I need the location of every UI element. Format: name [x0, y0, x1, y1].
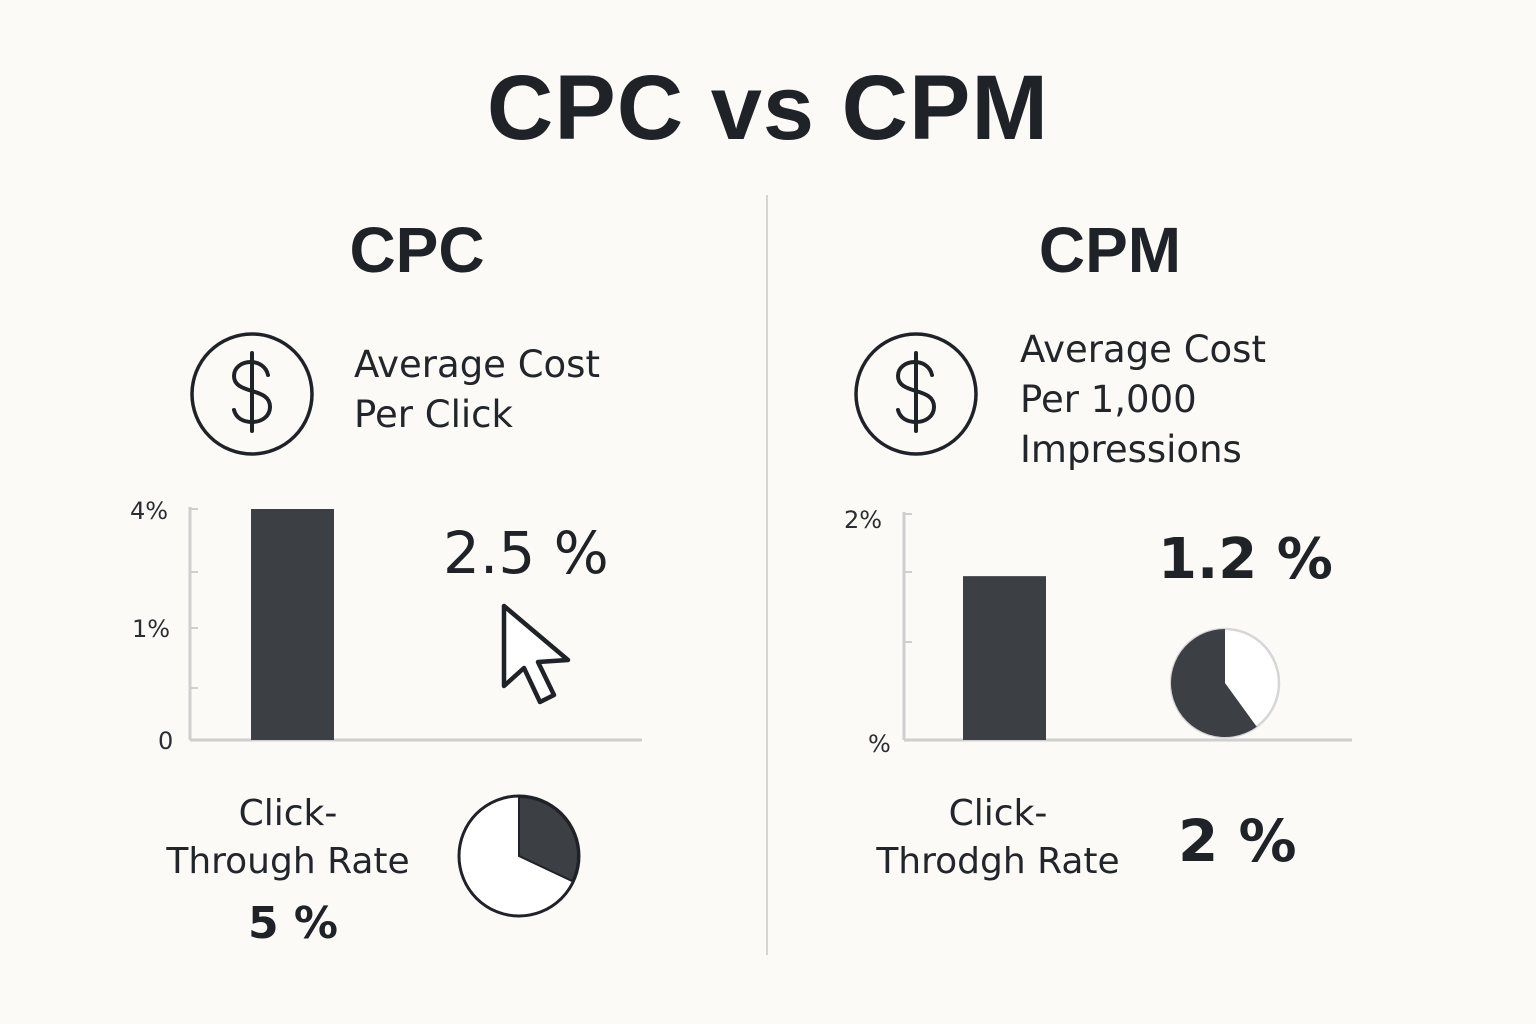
cpm-cost-label: Average Cost Per 1,000 Impressions: [1020, 325, 1360, 475]
cpc-ctr-label-line-1: Click-: [238, 793, 338, 834]
cpc-bar: [251, 509, 334, 740]
page-title: CPC vs CPM: [486, 57, 1050, 159]
cpc-pie-slice: [518, 795, 579, 883]
cpm-ctr-label-line-2: Throdgh Rate: [876, 841, 1120, 882]
cpc-ctr-label: Click- Through Rate: [158, 790, 418, 886]
dollar-circle-icon: [854, 332, 978, 456]
dollar-circle-icon: [190, 332, 314, 456]
cpm-value: 1.2 %: [1158, 527, 1333, 592]
cpm-ctr-value: 2 %: [1178, 807, 1297, 875]
cpm-cost-label-line-2: Per 1,000: [1020, 378, 1197, 421]
cpc-cost-label-line-1: Average Cost: [354, 343, 600, 386]
cpc-ctr-label-line-2: Through Rate: [166, 841, 410, 882]
cpm-bar-chart: % 2%: [844, 506, 1352, 758]
cpm-pie-slice: [1171, 629, 1257, 737]
cpc-tick-label-4: 4%: [130, 497, 168, 525]
panel-divider: [766, 195, 768, 955]
cpc-value: 2.5 %: [443, 519, 609, 587]
cpc-cost-label-line-2: Per Click: [354, 393, 513, 436]
cpm-tick-label-0: %: [868, 730, 891, 758]
cpm-pie-chart: [1169, 627, 1281, 739]
cpm-cost-label-line-1: Average Cost: [1020, 328, 1266, 371]
cursor-arrow-icon: [501, 603, 571, 705]
cpm-bar: [963, 576, 1046, 740]
cpc-title: CPC: [349, 214, 485, 286]
cpm-ctr-label: Click- Throdgh Rate: [868, 790, 1128, 886]
cpm-title: CPM: [1038, 214, 1182, 286]
cpm-ctr-label-line-1: Click-: [948, 793, 1048, 834]
cpc-cost-label: Average Cost Per Click: [354, 340, 674, 440]
cpm-cost-label-line-3: Impressions: [1020, 428, 1242, 471]
cpc-bar-chart: 0 1% 4%: [130, 497, 642, 755]
cpc-tick-label-0: 0: [158, 727, 173, 755]
cpc-ctr-value: 5 %: [248, 898, 339, 949]
cpc-tick-label-1: 1%: [132, 615, 170, 643]
cpm-tick-label-2: 2%: [844, 506, 882, 534]
cpc-pie-chart: [457, 794, 581, 918]
